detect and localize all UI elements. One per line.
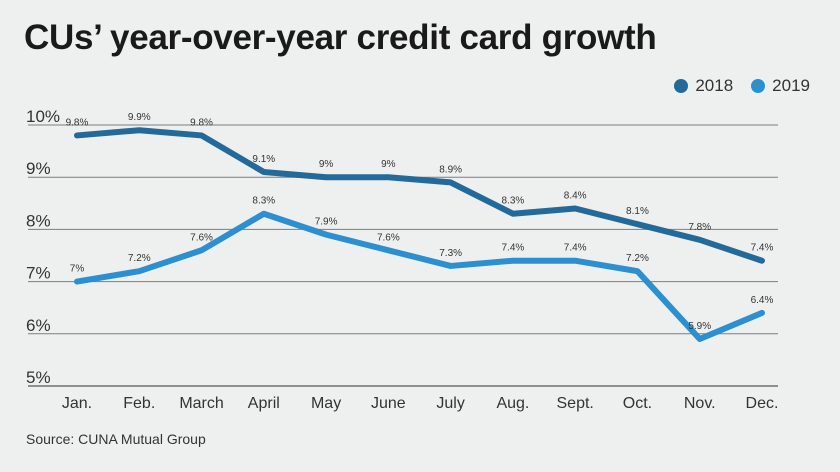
series-line-2019 (74, 210, 765, 343)
x-tick-label: Dec. (746, 395, 779, 412)
data-label-2019: 5.9% (688, 321, 711, 332)
data-label-2018: 9.1% (252, 154, 275, 165)
legend-label-2019: 2019 (772, 76, 810, 95)
data-label-2018: 7.4% (751, 243, 774, 254)
x-tick-label: Sept. (557, 395, 594, 412)
legend-label-2018: 2018 (695, 76, 734, 95)
data-label-2019: 7.3% (439, 248, 462, 259)
legend-item-2018: 2018 (674, 76, 733, 96)
data-label-2018: 8.3% (502, 196, 525, 207)
legend: 2018 2019 (674, 76, 810, 96)
data-label-2019: 7.6% (190, 232, 213, 243)
data-label-2018: 8.9% (439, 164, 462, 175)
y-tick-label: 5% (26, 368, 51, 387)
y-tick-label: 9% (26, 159, 51, 178)
data-label-2018: 7.8% (688, 222, 711, 233)
legend-swatch-2018 (674, 79, 689, 93)
legend-item-2019: 2019 (751, 76, 810, 96)
y-tick-label: 10% (26, 107, 60, 126)
data-label-2018: 8.1% (626, 206, 649, 217)
data-label-2018: 9.8% (190, 117, 213, 128)
x-tick-label: Jan. (62, 395, 92, 412)
chart-title: CUs’ year-over-year credit card growth (24, 18, 657, 57)
data-label-2018: 9% (381, 159, 396, 170)
series-line-2018 (74, 127, 765, 264)
y-tick-label: 8% (26, 211, 51, 230)
x-tick-label: Aug. (496, 395, 529, 412)
data-label-2018: 9.8% (66, 117, 89, 128)
x-tick-label: May (311, 395, 341, 412)
x-tick-label: March (179, 395, 223, 412)
legend-swatch-2019 (751, 79, 766, 93)
x-tick-label: Oct. (623, 395, 652, 412)
data-label-2019: 7.2% (128, 253, 151, 264)
data-label-2019: 7.2% (626, 253, 649, 264)
data-label-2019: 7% (70, 264, 85, 275)
y-tick-label: 6% (26, 316, 51, 335)
x-tick-label: Feb. (123, 395, 155, 412)
x-tick-label: June (371, 395, 406, 412)
data-label-2018: 9% (319, 159, 334, 170)
data-label-2018: 8.4% (564, 191, 587, 202)
x-tick-label: April (248, 395, 280, 412)
data-label-2019: 6.4% (751, 295, 774, 306)
data-label-2019: 7.6% (377, 232, 400, 243)
data-label-2019: 8.3% (252, 196, 275, 207)
x-tick-label: July (436, 395, 464, 412)
data-label-2019: 7.4% (564, 243, 587, 254)
data-label-2018: 9.9% (128, 112, 151, 123)
data-label-2019: 7.4% (502, 243, 525, 254)
x-tick-label: Nov. (684, 395, 716, 412)
y-tick-label: 7% (26, 264, 51, 283)
data-label-2019: 7.9% (315, 217, 338, 228)
source-note: Source: CUNA Mutual Group (26, 431, 206, 447)
